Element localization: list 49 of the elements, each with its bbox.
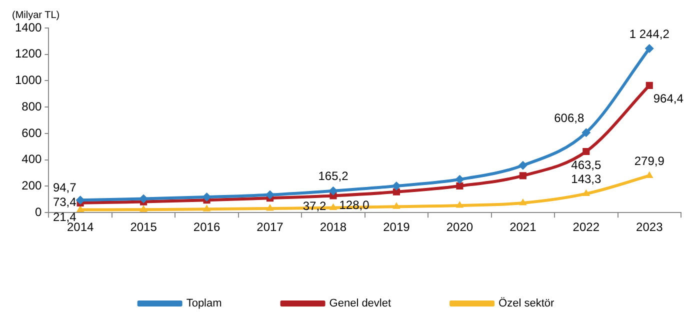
- y-tick-label: 400: [22, 152, 42, 166]
- y-tick-label: 0: [35, 204, 42, 219]
- y-tick-label: 200: [22, 178, 42, 193]
- point: [266, 190, 274, 200]
- x-tick-label: 2016: [193, 220, 220, 234]
- x-tick-label: 2020: [446, 220, 474, 234]
- legend-label: Genel devlet: [329, 298, 392, 310]
- point: [329, 203, 338, 210]
- data-label: 73,4: [52, 195, 77, 210]
- data-label: 94,7: [52, 180, 77, 194]
- point: [392, 202, 400, 209]
- point: [582, 189, 590, 196]
- point: [644, 44, 654, 54]
- x-tick-label: 2017: [256, 220, 284, 234]
- y-tick-label: 1000: [14, 73, 42, 88]
- y-axis-title: (Milyar TL): [12, 10, 60, 21]
- point: [519, 172, 526, 180]
- point: [455, 174, 464, 184]
- point: [582, 148, 590, 156]
- point: [456, 182, 464, 190]
- point: [456, 200, 464, 208]
- x-tick-label: 2023: [636, 220, 664, 234]
- data-label: 606,8: [554, 110, 584, 125]
- y-tick-label: 600: [22, 126, 42, 140]
- x-tick-label: 2021: [510, 220, 537, 234]
- data-label: 1 244,2: [629, 26, 670, 41]
- point: [140, 205, 148, 212]
- x-tick-label: 2022: [572, 220, 600, 234]
- point: [392, 188, 400, 196]
- data-label: 143,3: [571, 172, 602, 186]
- data-label: 964,4: [653, 92, 684, 106]
- legend-label: Toplam: [186, 298, 222, 310]
- y-tick-label: 800: [22, 99, 42, 114]
- y-tick-label: 1400: [14, 20, 42, 34]
- point: [582, 128, 591, 138]
- data-label: 37,2: [302, 199, 327, 214]
- point: [646, 82, 653, 89]
- point: [202, 204, 211, 212]
- x-tick-label: 2015: [130, 220, 158, 234]
- y-tick-label: 1200: [14, 46, 42, 61]
- data-label: 165,2: [318, 169, 349, 184]
- point: [266, 204, 274, 211]
- data-label: 463,5: [571, 158, 602, 172]
- data-label: 279,9: [634, 154, 665, 168]
- x-tick-label: 2019: [383, 220, 410, 234]
- x-tick-label: 2018: [320, 220, 347, 234]
- point: [519, 198, 527, 206]
- point: [518, 160, 528, 170]
- legend-label: Özel sektör: [498, 296, 555, 310]
